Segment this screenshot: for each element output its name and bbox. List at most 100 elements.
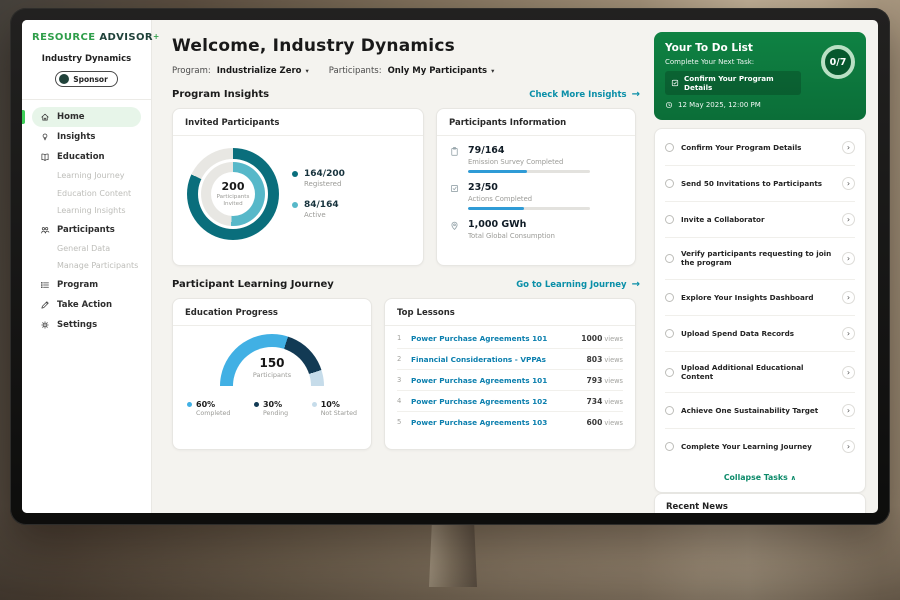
sidebar-item-general-data[interactable]: General Data [32,240,141,258]
sponsor-badge[interactable]: Sponsor [55,71,118,87]
chevron-up-icon: ∧ [790,474,796,482]
lightbulb-icon [40,132,50,142]
gauge-center-label: Participants [220,371,324,379]
lesson-title-link[interactable]: Power Purchase Agreements 101 [411,376,580,385]
education-progress-card: Education Progress 150 Participants [172,298,372,450]
sidebar-item-label: Home [57,112,85,122]
people-icon [40,225,50,235]
task-row[interactable]: Complete Your Learning Journey › [665,429,855,464]
brand-logo: RESOURCE ADVISOR+ [32,32,141,43]
sidebar-item-home[interactable]: Home [32,107,141,127]
lesson-title-link[interactable]: Financial Considerations - VPPAs [411,355,580,364]
task-checkbox[interactable] [665,293,674,302]
arrow-right-icon: → [632,89,640,100]
education-legend-dot [312,402,317,407]
chevron-right-icon[interactable]: › [842,366,855,379]
lesson-row: 1 Power Purchase Agreements 101 1000view… [397,328,623,349]
main-content: Welcome, Industry Dynamics Program: Indu… [152,20,878,513]
next-task-button[interactable]: Confirm Your Program Details [665,71,801,95]
sidebar-item-settings[interactable]: Settings [32,315,141,335]
collapse-tasks-link[interactable]: Collapse Tasks ∧ [665,464,855,492]
task-row[interactable]: Verify participants requesting to join t… [665,238,855,280]
stat-value: 23/50 [468,182,590,193]
task-checkbox[interactable] [665,406,674,415]
sidebar-item-insights[interactable]: Insights [32,127,141,147]
sidebar-item-learning-insights[interactable]: Learning Insights [32,202,141,220]
sidebar-item-education-content[interactable]: Education Content [32,185,141,203]
chevron-right-icon[interactable]: › [842,213,855,226]
task-row[interactable]: Upload Spend Data Records › [665,316,855,352]
next-task-time: 12 May 2025, 12:00 PM [665,101,855,109]
chevron-right-icon[interactable]: › [842,327,855,340]
card-title: Invited Participants [173,109,423,136]
stat-value: 1,000 GWh [468,219,555,230]
section-title: Participant Learning Journey [172,279,334,290]
sidebar-item-learning-journey[interactable]: Learning Journey [32,167,141,185]
invited-participants-card: Invited Participants 200 Participants In… [172,108,424,266]
lesson-views: 734views [587,397,623,406]
stat-row: 1,000 GWh Total Global Consumption [449,219,623,244]
chevron-right-icon[interactable]: › [842,291,855,304]
donut-center-value: 200 [222,180,245,193]
sidebar-item-manage-participants[interactable]: Manage Participants [32,257,141,275]
lesson-title-link[interactable]: Power Purchase Agreements 102 [411,397,580,406]
task-row[interactable]: Achieve One Sustainability Target › [665,393,855,429]
sidebar-item-participants[interactable]: Participants [32,220,141,240]
chevron-right-icon[interactable]: › [842,177,855,190]
todo-progress-ring: 0/7 [821,45,855,79]
participants-select-value: Only My Participants [388,66,488,76]
lesson-row: 4 Power Purchase Agreements 102 734views [397,391,623,412]
program-select[interactable]: Industrialize Zero ▾ [217,66,309,76]
dashboard-screen: RESOURCE ADVISOR+ Industry Dynamics Spon… [22,20,878,513]
sidebar-item-label: Education [57,152,105,162]
recent-news-card: Recent News [654,493,866,513]
chevron-right-icon[interactable]: › [842,404,855,417]
task-row[interactable]: Confirm Your Program Details › [665,130,855,166]
book-icon [40,152,50,162]
legend-value: 30% [263,400,288,409]
participants-information-card: Participants Information 79/164 Emission… [436,108,636,266]
stat-row: 79/164 Emission Survey Completed [449,145,623,173]
legend-item: 10% Not Started [312,400,357,417]
progress-bar-fill [468,170,527,173]
participants-select[interactable]: Only My Participants ▾ [388,66,495,76]
lesson-rank: 2 [397,355,404,363]
task-checkbox[interactable] [665,368,674,377]
task-checkbox[interactable] [665,143,674,152]
home-icon [40,112,50,122]
lesson-title-link[interactable]: Power Purchase Agreements 103 [411,418,580,427]
gear-icon [40,320,50,330]
program-select-value: Industrialize Zero [217,66,302,76]
lesson-views: 1000views [581,334,623,343]
chevron-right-icon[interactable]: › [842,252,855,265]
legend-label: Not Started [321,410,357,417]
task-row[interactable]: Explore Your Insights Dashboard › [665,280,855,316]
chevron-right-icon[interactable]: › [842,141,855,154]
task-checkbox[interactable] [665,179,674,188]
chevron-right-icon[interactable]: › [842,440,855,453]
task-row[interactable]: Upload Additional Educational Content › [665,352,855,394]
task-checkbox[interactable] [665,442,674,451]
task-checkbox[interactable] [665,215,674,224]
sidebar: RESOURCE ADVISOR+ Industry Dynamics Spon… [22,20,152,513]
go-to-learning-journey-link[interactable]: Go to Learning Journey → [516,279,640,290]
checklist-icon [449,183,460,210]
sidebar-divider [22,99,151,100]
lesson-title-link[interactable]: Power Purchase Agreements 101 [411,334,574,343]
clock-icon [665,101,673,109]
sidebar-item-program[interactable]: Program [32,275,141,295]
chevron-down-icon: ▾ [306,67,309,75]
sidebar-item-take-action[interactable]: Take Action [32,295,141,315]
sidebar-item-education[interactable]: Education [32,147,141,167]
check-more-insights-link[interactable]: Check More Insights → [529,89,640,100]
monitor-bezel: RESOURCE ADVISOR+ Industry Dynamics Spon… [10,8,890,525]
task-checkbox[interactable] [665,254,674,263]
task-row[interactable]: Invite a Collaborator › [665,202,855,238]
sidebar-item-label: Settings [57,320,97,330]
todo-column: Your To Do List Complete Your Next Task:… [654,20,866,513]
chevron-down-icon: ▾ [491,67,494,75]
task-checkbox[interactable] [665,329,674,338]
task-row[interactable]: Send 50 Invitations to Participants › [665,166,855,202]
survey-icon [449,146,460,173]
check-square-icon [671,79,679,87]
